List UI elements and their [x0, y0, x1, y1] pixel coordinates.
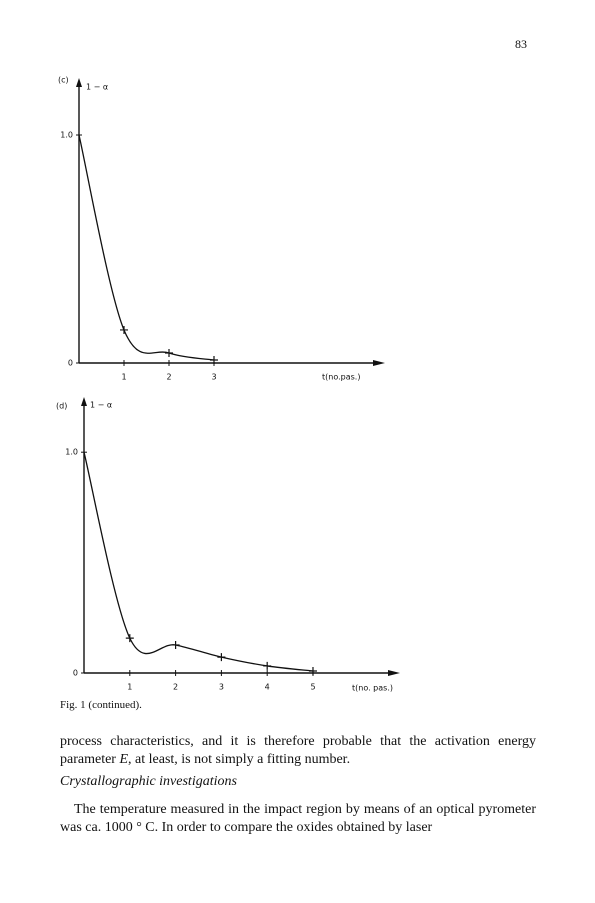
x-tick-label: 3	[219, 683, 224, 692]
data-point	[263, 661, 272, 670]
data-point	[165, 348, 173, 357]
x-tick-label: 1	[127, 683, 132, 692]
arrow	[388, 670, 400, 676]
y-tick-label: 1.0	[65, 448, 78, 457]
text: , at least, is not simply a fitting numb…	[128, 752, 351, 767]
x-axis-label: t(no. pas.)	[352, 684, 393, 693]
paragraph: The temperature measured in the impact r…	[60, 802, 536, 835]
panel-label: (c)	[58, 76, 69, 85]
y-axis-label: 1 − α	[90, 401, 112, 410]
page-number: 83	[515, 37, 527, 51]
data-point	[217, 653, 226, 662]
data-point	[308, 667, 317, 676]
data-point	[171, 640, 180, 649]
curve	[78, 134, 215, 361]
x-tick-label: 3	[211, 373, 216, 382]
paragraph: process characteristics, and it is there…	[60, 733, 536, 769]
x-tick-label: 5	[310, 683, 315, 692]
symbol: E	[119, 752, 129, 767]
arrow	[81, 397, 87, 406]
heading: Crystallographic investigations	[60, 774, 237, 789]
x-tick-label: 1	[121, 373, 126, 382]
data-point	[210, 356, 218, 365]
data-point	[120, 325, 128, 334]
figure: (c) 1 − α t(no.pas.) 1 2 3 0 1.0 (d) 1 − α t(no. p…	[56, 76, 400, 693]
x-tick-label: 4	[265, 683, 270, 692]
caption: Fig. 1 (continued).	[60, 699, 142, 711]
y-tick-label: 0	[73, 669, 78, 678]
arrow	[76, 78, 82, 87]
y-tick-label: 1.0	[60, 131, 73, 140]
data-point	[125, 634, 134, 643]
x-tick-label: 2	[173, 683, 178, 692]
x-tick-label: 2	[166, 373, 171, 382]
panel-label: (d)	[56, 402, 67, 411]
y-axis-label: 1 − α	[86, 83, 108, 92]
y-tick-label: 0	[68, 359, 73, 368]
text: process characteristics, and it is there…	[60, 734, 536, 767]
curve	[83, 452, 314, 672]
x-axis-label: t(no.pas.)	[322, 373, 360, 382]
arrow	[373, 360, 385, 366]
